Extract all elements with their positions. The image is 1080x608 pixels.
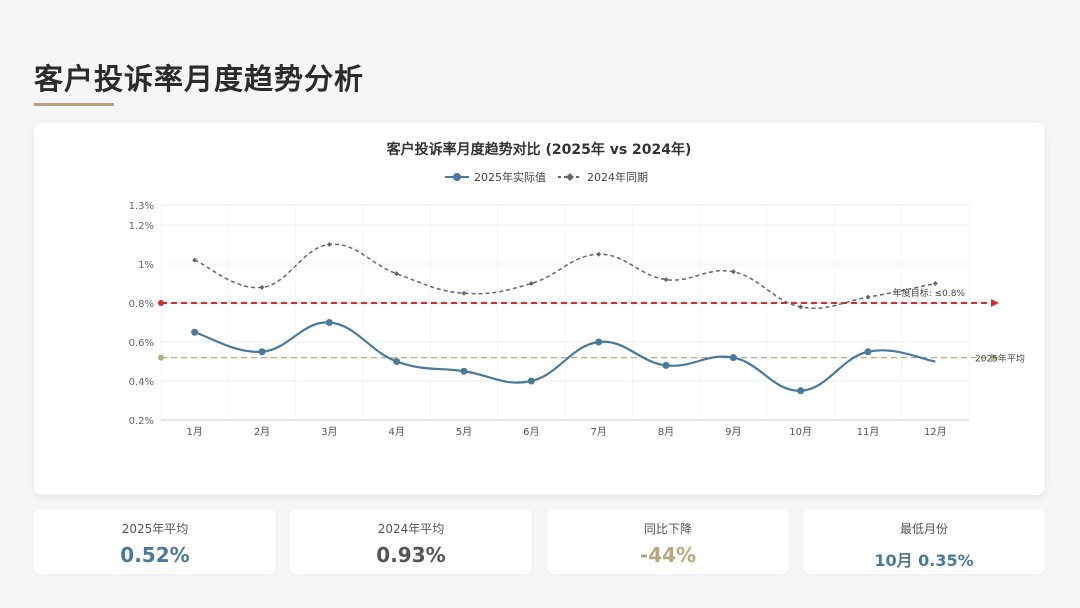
data-point-2024 [932,281,938,286]
x-tick-label: 7月 [590,426,606,438]
stat-value: 0.93% [376,543,446,567]
y-tick-label: 1.3% [129,201,154,212]
data-point-2025 [595,338,603,346]
stat-card-yoy-decline: 同比下降 -44% [547,509,789,574]
x-tick-label: 2月 [254,426,270,438]
x-tick-label: 3月 [321,426,337,438]
data-point-2025 [191,328,199,336]
stat-value: -44% [639,543,697,567]
data-point-2025 [729,354,737,362]
reference-line-arrow [991,299,999,307]
stat-card-2024-average: 2024年平均 0.93% [290,509,532,574]
series-line-2025 [194,321,936,392]
data-point-2025 [460,367,468,375]
line-chart: 客户投诉率月度趋势对比 (2025年 vs 2024年) 2025年实际值 2024… [129,141,1025,438]
legend-label: 2024年同期 [587,170,648,184]
stat-card-2025-average: 2025年平均 0.52% [34,509,276,574]
data-point-2025 [662,361,670,369]
data-point-2025 [325,319,333,326]
data-point-2024 [798,304,804,310]
stat-label: 2024年平均 [377,522,445,536]
series-line-2024 [194,243,936,310]
reference-line-start [158,300,164,306]
y-tick-label: 0.6% [129,338,154,349]
stat-label: 同比下降 [643,522,692,536]
stat-value: 0.52% [120,543,190,567]
stat-card-lowest-month: 最低月份 10月 0.35% [803,509,1045,574]
data-point-2025 [527,377,535,385]
x-tick-label: 10月 [789,426,812,438]
chart-card: 客户投诉率月度趋势对比 (2025年 vs 2024年) 2025年实际值 2024… [34,123,1045,495]
x-tick-label: 12月 [924,426,947,438]
data-point-2024 [326,242,332,247]
reference-line-label: 年度目标: ≤0.8% [893,287,966,299]
x-tick-label: 5月 [456,426,472,438]
data-point-2024 [528,281,534,286]
data-point-2024 [663,277,669,283]
page-title: 客户投诉率月度趋势分析 [34,62,365,96]
chart-title: 客户投诉率月度趋势对比 (2025年 vs 2024年) [386,141,692,158]
y-tick-label: 0.4% [129,377,154,388]
legend-label: 2025年实际值 [474,170,546,184]
data-point-2025 [864,348,872,356]
stat-label: 2025年平均 [121,522,189,536]
x-tick-label: 9月 [725,426,741,438]
data-point-2025 [258,348,266,356]
data-point-2024 [461,290,467,296]
data-point-2024 [259,284,265,290]
legend-marker [453,173,461,181]
y-tick-label: 0.2% [129,416,154,427]
stat-value: 10月 0.35% [874,551,974,570]
reference-line-arrow [991,353,999,362]
y-tick-label: 1% [138,260,154,271]
x-tick-label: 1月 [186,426,202,438]
data-point-2024 [596,251,602,257]
x-tick-label: 4月 [388,426,404,438]
legend-marker [566,173,574,181]
data-point-2024 [394,271,400,277]
stat-label: 最低月份 [899,522,948,536]
reference-line-label: 2025年平均 [975,353,1025,365]
x-tick-label: 8月 [658,426,674,438]
y-tick-label: 1.2% [129,221,154,232]
data-point-2024 [192,257,198,263]
title-underline [34,103,114,106]
data-point-2024 [865,294,871,300]
data-point-2025 [797,387,805,395]
x-tick-label: 6月 [523,426,539,438]
data-point-2025 [393,358,401,365]
y-tick-label: 0.8% [129,299,154,310]
reference-line-start [158,354,164,361]
data-point-2024 [730,269,736,275]
x-tick-label: 11月 [857,426,880,438]
